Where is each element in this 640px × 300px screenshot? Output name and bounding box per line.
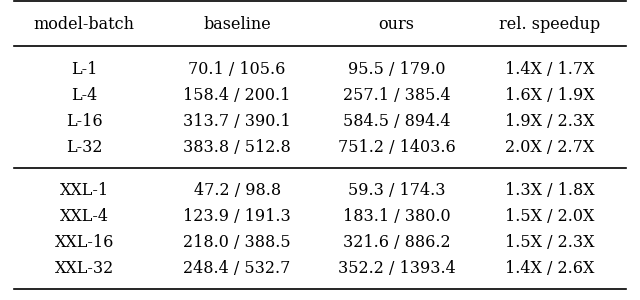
Text: 313.7 / 390.1: 313.7 / 390.1 <box>183 113 291 130</box>
Text: 1.6X / 1.9X: 1.6X / 1.9X <box>504 87 594 104</box>
Text: L-32: L-32 <box>66 139 102 156</box>
Text: 248.4 / 532.7: 248.4 / 532.7 <box>184 260 291 277</box>
Text: 1.5X / 2.3X: 1.5X / 2.3X <box>505 234 594 251</box>
Text: 158.4 / 200.1: 158.4 / 200.1 <box>184 87 291 104</box>
Text: 321.6 / 886.2: 321.6 / 886.2 <box>342 234 451 251</box>
Text: 257.1 / 385.4: 257.1 / 385.4 <box>342 87 451 104</box>
Text: 218.0 / 388.5: 218.0 / 388.5 <box>183 234 291 251</box>
Text: L-4: L-4 <box>71 87 97 104</box>
Text: 95.5 / 179.0: 95.5 / 179.0 <box>348 61 445 78</box>
Text: L-16: L-16 <box>66 113 102 130</box>
Text: XXL-1: XXL-1 <box>60 182 109 199</box>
Text: 352.2 / 1393.4: 352.2 / 1393.4 <box>337 260 455 277</box>
Text: L-1: L-1 <box>71 61 97 78</box>
Text: 2.0X / 2.7X: 2.0X / 2.7X <box>505 139 594 156</box>
Text: 59.3 / 174.3: 59.3 / 174.3 <box>348 182 445 199</box>
Text: rel. speedup: rel. speedup <box>499 16 600 33</box>
Text: 1.3X / 1.8X: 1.3X / 1.8X <box>504 182 594 199</box>
Text: 383.8 / 512.8: 383.8 / 512.8 <box>183 139 291 156</box>
Text: 183.1 / 380.0: 183.1 / 380.0 <box>342 208 451 225</box>
Text: 751.2 / 1403.6: 751.2 / 1403.6 <box>337 139 455 156</box>
Text: 584.5 / 894.4: 584.5 / 894.4 <box>342 113 450 130</box>
Text: 1.4X / 2.6X: 1.4X / 2.6X <box>505 260 594 277</box>
Text: ours: ours <box>378 16 415 33</box>
Text: model-batch: model-batch <box>34 16 135 33</box>
Text: XXL-32: XXL-32 <box>54 260 114 277</box>
Text: 70.1 / 105.6: 70.1 / 105.6 <box>188 61 286 78</box>
Text: 1.5X / 2.0X: 1.5X / 2.0X <box>505 208 594 225</box>
Text: 1.9X / 2.3X: 1.9X / 2.3X <box>505 113 594 130</box>
Text: 1.4X / 1.7X: 1.4X / 1.7X <box>505 61 594 78</box>
Text: baseline: baseline <box>204 16 271 33</box>
Text: XXL-4: XXL-4 <box>60 208 109 225</box>
Text: XXL-16: XXL-16 <box>54 234 114 251</box>
Text: 123.9 / 191.3: 123.9 / 191.3 <box>183 208 291 225</box>
Text: 47.2 / 98.8: 47.2 / 98.8 <box>193 182 281 199</box>
